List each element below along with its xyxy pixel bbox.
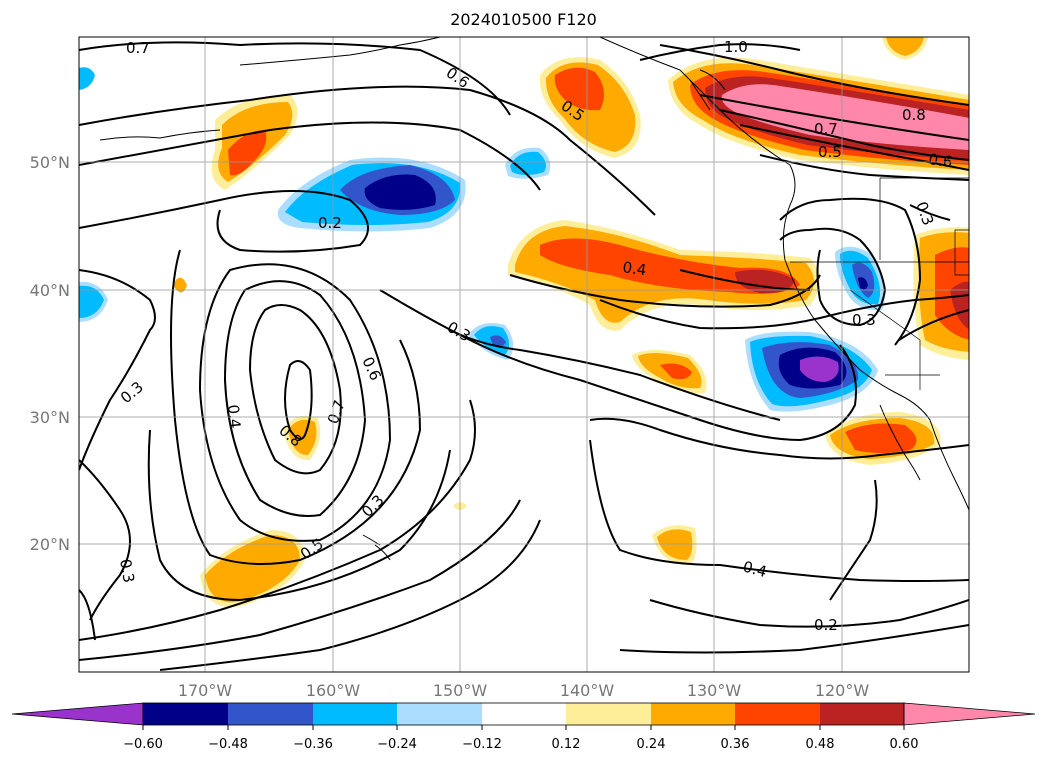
negative-anomaly-area [858, 277, 868, 290]
map-panel: 0.7 0.6 1.0 0.5 0.8 0.7 0.5 0.6 0.3 0.2 … [78, 36, 970, 673]
contour-label: 0.3 [852, 311, 876, 329]
positive-anomaly-area [228, 130, 267, 176]
latitude-labels: 50°N 40°N 30°N 20°N [30, 153, 70, 554]
positive-anomaly-area [845, 423, 917, 453]
contour-label: 0.4 [621, 258, 647, 279]
colorbar-tick-label: 0.48 [806, 737, 835, 752]
colorbar-bin [566, 703, 651, 725]
negative-anomaly-area [510, 151, 546, 175]
colorbar-extend-low [11, 702, 144, 726]
negative-anomaly-area [79, 285, 104, 318]
colorbar-bin [820, 703, 904, 725]
contour-label: 0.8 [902, 106, 926, 124]
contour-label: 0.4 [741, 557, 769, 581]
positive-anomaly-area [540, 238, 800, 294]
colorbar-bin [143, 703, 228, 725]
lon-label: 160°W [306, 681, 361, 700]
negative-anomaly-area [79, 67, 95, 90]
lat-label: 20°N [30, 535, 70, 554]
colorbar-bin [482, 703, 566, 725]
colorbar-bin [228, 703, 313, 725]
positive-anomaly-area [173, 277, 187, 293]
colorbar-tick-label: −0.48 [208, 737, 248, 752]
lon-label: 170°W [178, 681, 233, 700]
lon-label: 140°W [560, 681, 615, 700]
colorbar-bin [397, 703, 482, 725]
positive-anomaly-area [205, 535, 300, 603]
contour-label: 0.2 [814, 616, 838, 634]
contour-label: 1.0 [724, 38, 748, 56]
negative-anomaly-area [364, 174, 436, 210]
colorbar-bin [313, 703, 397, 725]
colorbar-tick-label: −0.12 [462, 737, 502, 752]
lon-label: 150°W [433, 681, 488, 700]
positive-anomaly-area [950, 281, 969, 330]
coastlines [99, 37, 969, 561]
positive-anomaly-area [554, 67, 604, 111]
colorbar-bin [735, 703, 820, 725]
contour-label: 0.7 [814, 120, 838, 138]
lat-label: 30°N [30, 408, 70, 427]
positive-anomaly-area [660, 363, 692, 380]
contour-label: 0.5 [818, 143, 842, 161]
colorbar-tick-label: 0.24 [637, 737, 666, 752]
contour-label: 0.6 [927, 150, 953, 171]
lon-label: 120°W [815, 681, 870, 700]
map-title: 2024010500 F120 [450, 10, 597, 29]
colorbar-tick-label: 0.36 [721, 737, 750, 752]
colorbar-tick-label: −0.60 [123, 737, 163, 752]
lon-label: 130°W [687, 681, 742, 700]
positive-anomaly-area [721, 84, 969, 150]
colorbar-ticks [142, 725, 905, 730]
contour-label: 0.2 [318, 214, 342, 232]
lat-label: 50°N [30, 153, 70, 172]
contour-label: 0.4 [224, 404, 244, 429]
anomaly-shading [79, 37, 969, 607]
colorbar-tick-label: −0.36 [293, 737, 333, 752]
colorbar-bin [651, 703, 735, 725]
colorbar-tick-label: −0.24 [377, 737, 417, 752]
negative-anomaly-area [490, 335, 506, 348]
negative-anomaly-area [800, 356, 839, 382]
colorbar-extend-high [903, 702, 1036, 726]
colorbar: −0.60 −0.48 −0.36 −0.24 −0.12 0.12 0.24 … [11, 702, 1036, 752]
positive-anomaly-area [735, 269, 795, 294]
contour-label: 0.3 [116, 558, 138, 585]
lat-label: 40°N [30, 281, 70, 300]
colorbar-tick-label: 0.12 [552, 737, 581, 752]
longitude-labels: 170°W 160°W 150°W 140°W 130°W 120°W [178, 681, 870, 700]
positive-anomaly-area [657, 529, 693, 560]
contour-label: 0.7 [126, 39, 150, 57]
positive-anomaly-area [886, 37, 924, 56]
graticule [79, 37, 969, 672]
colorbar-tick-label: 0.60 [890, 737, 919, 752]
